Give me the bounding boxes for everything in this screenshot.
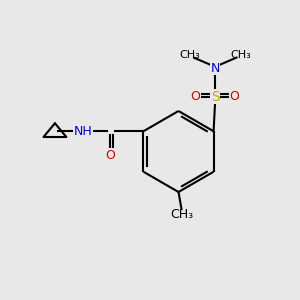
Text: O: O (190, 90, 200, 103)
Text: O: O (106, 149, 116, 162)
Text: O: O (230, 90, 239, 103)
Text: CH₃: CH₃ (230, 50, 251, 60)
Text: S: S (211, 90, 219, 104)
Text: N: N (210, 62, 220, 75)
Text: CH₃: CH₃ (179, 50, 200, 60)
Text: NH: NH (74, 125, 93, 138)
Text: CH₃: CH₃ (170, 208, 193, 221)
